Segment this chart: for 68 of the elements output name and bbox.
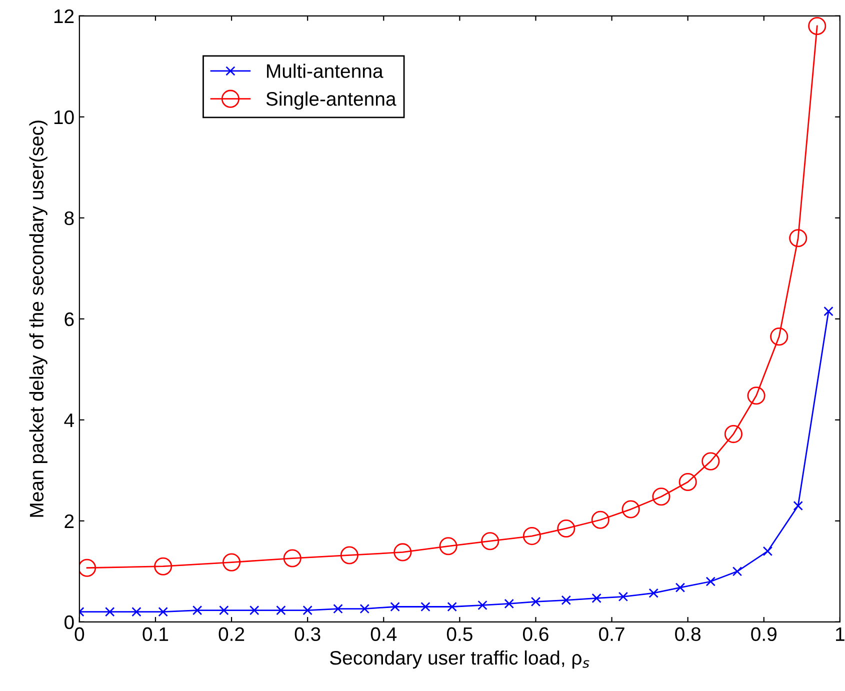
point bbox=[675, 582, 686, 592]
x-tick-label: 1 bbox=[836, 627, 844, 641]
point bbox=[132, 606, 142, 617]
point bbox=[504, 598, 514, 609]
y-tick-label: 8 bbox=[64, 211, 74, 226]
y-tick-label: 0 bbox=[64, 615, 74, 630]
point bbox=[789, 229, 808, 248]
point bbox=[420, 602, 430, 612]
point bbox=[447, 602, 457, 612]
point bbox=[652, 488, 670, 506]
point bbox=[808, 16, 826, 36]
legend-label: Multi-antenna bbox=[267, 64, 384, 78]
point bbox=[770, 328, 788, 346]
y-tick-label: 2 bbox=[64, 514, 74, 528]
point bbox=[249, 605, 260, 616]
point bbox=[154, 557, 172, 576]
point bbox=[530, 596, 541, 607]
point bbox=[618, 592, 628, 602]
point bbox=[302, 605, 312, 616]
point bbox=[478, 600, 488, 610]
point bbox=[333, 604, 343, 614]
point bbox=[561, 595, 572, 606]
x-tick-label: 0.9 bbox=[751, 627, 776, 642]
legend-label: Single-antenna bbox=[266, 92, 396, 110]
y-tick-label: 6 bbox=[64, 312, 74, 326]
point bbox=[283, 549, 302, 568]
point bbox=[702, 452, 720, 470]
point bbox=[340, 546, 358, 564]
point bbox=[747, 386, 766, 405]
y-tick-label: 12 bbox=[54, 9, 74, 23]
point bbox=[824, 306, 834, 316]
point bbox=[390, 602, 400, 612]
point bbox=[481, 532, 500, 550]
point bbox=[591, 510, 610, 529]
point bbox=[360, 604, 370, 614]
x-tick-label: 0.5 bbox=[446, 627, 472, 642]
point bbox=[394, 543, 412, 562]
x-tick-label: 0 bbox=[74, 627, 84, 642]
x-axis-title: Secondary user traffic load, ρ$_{s}$ bbox=[330, 650, 590, 669]
point bbox=[793, 500, 803, 511]
y-tick-label: 10 bbox=[54, 110, 74, 124]
point bbox=[762, 546, 773, 556]
y-tick-label: 4 bbox=[64, 414, 74, 427]
x-tick-label: 0.1 bbox=[142, 627, 168, 642]
point bbox=[522, 527, 541, 546]
point bbox=[219, 605, 229, 616]
x-tick-label: 0.2 bbox=[218, 627, 244, 642]
x-tick-label: 0.3 bbox=[294, 627, 320, 642]
x-tick-label: 0.6 bbox=[522, 627, 548, 642]
point bbox=[557, 519, 576, 538]
point bbox=[732, 566, 742, 576]
point bbox=[724, 425, 742, 444]
point bbox=[678, 472, 697, 492]
y-axis-title: Mean packet delay of the secondary user(sec) bbox=[29, 120, 48, 517]
point bbox=[104, 606, 115, 617]
x-tick-label: 0.4 bbox=[370, 627, 397, 642]
point bbox=[79, 558, 96, 577]
x-tick-label: 0.7 bbox=[599, 627, 624, 642]
point bbox=[222, 553, 241, 572]
point bbox=[622, 500, 640, 518]
point bbox=[592, 593, 602, 604]
point bbox=[192, 605, 202, 616]
x-tick-label: 0.8 bbox=[675, 627, 700, 642]
point bbox=[439, 537, 458, 556]
point bbox=[158, 606, 168, 617]
point bbox=[706, 576, 716, 586]
point bbox=[276, 605, 286, 616]
point bbox=[648, 588, 658, 598]
